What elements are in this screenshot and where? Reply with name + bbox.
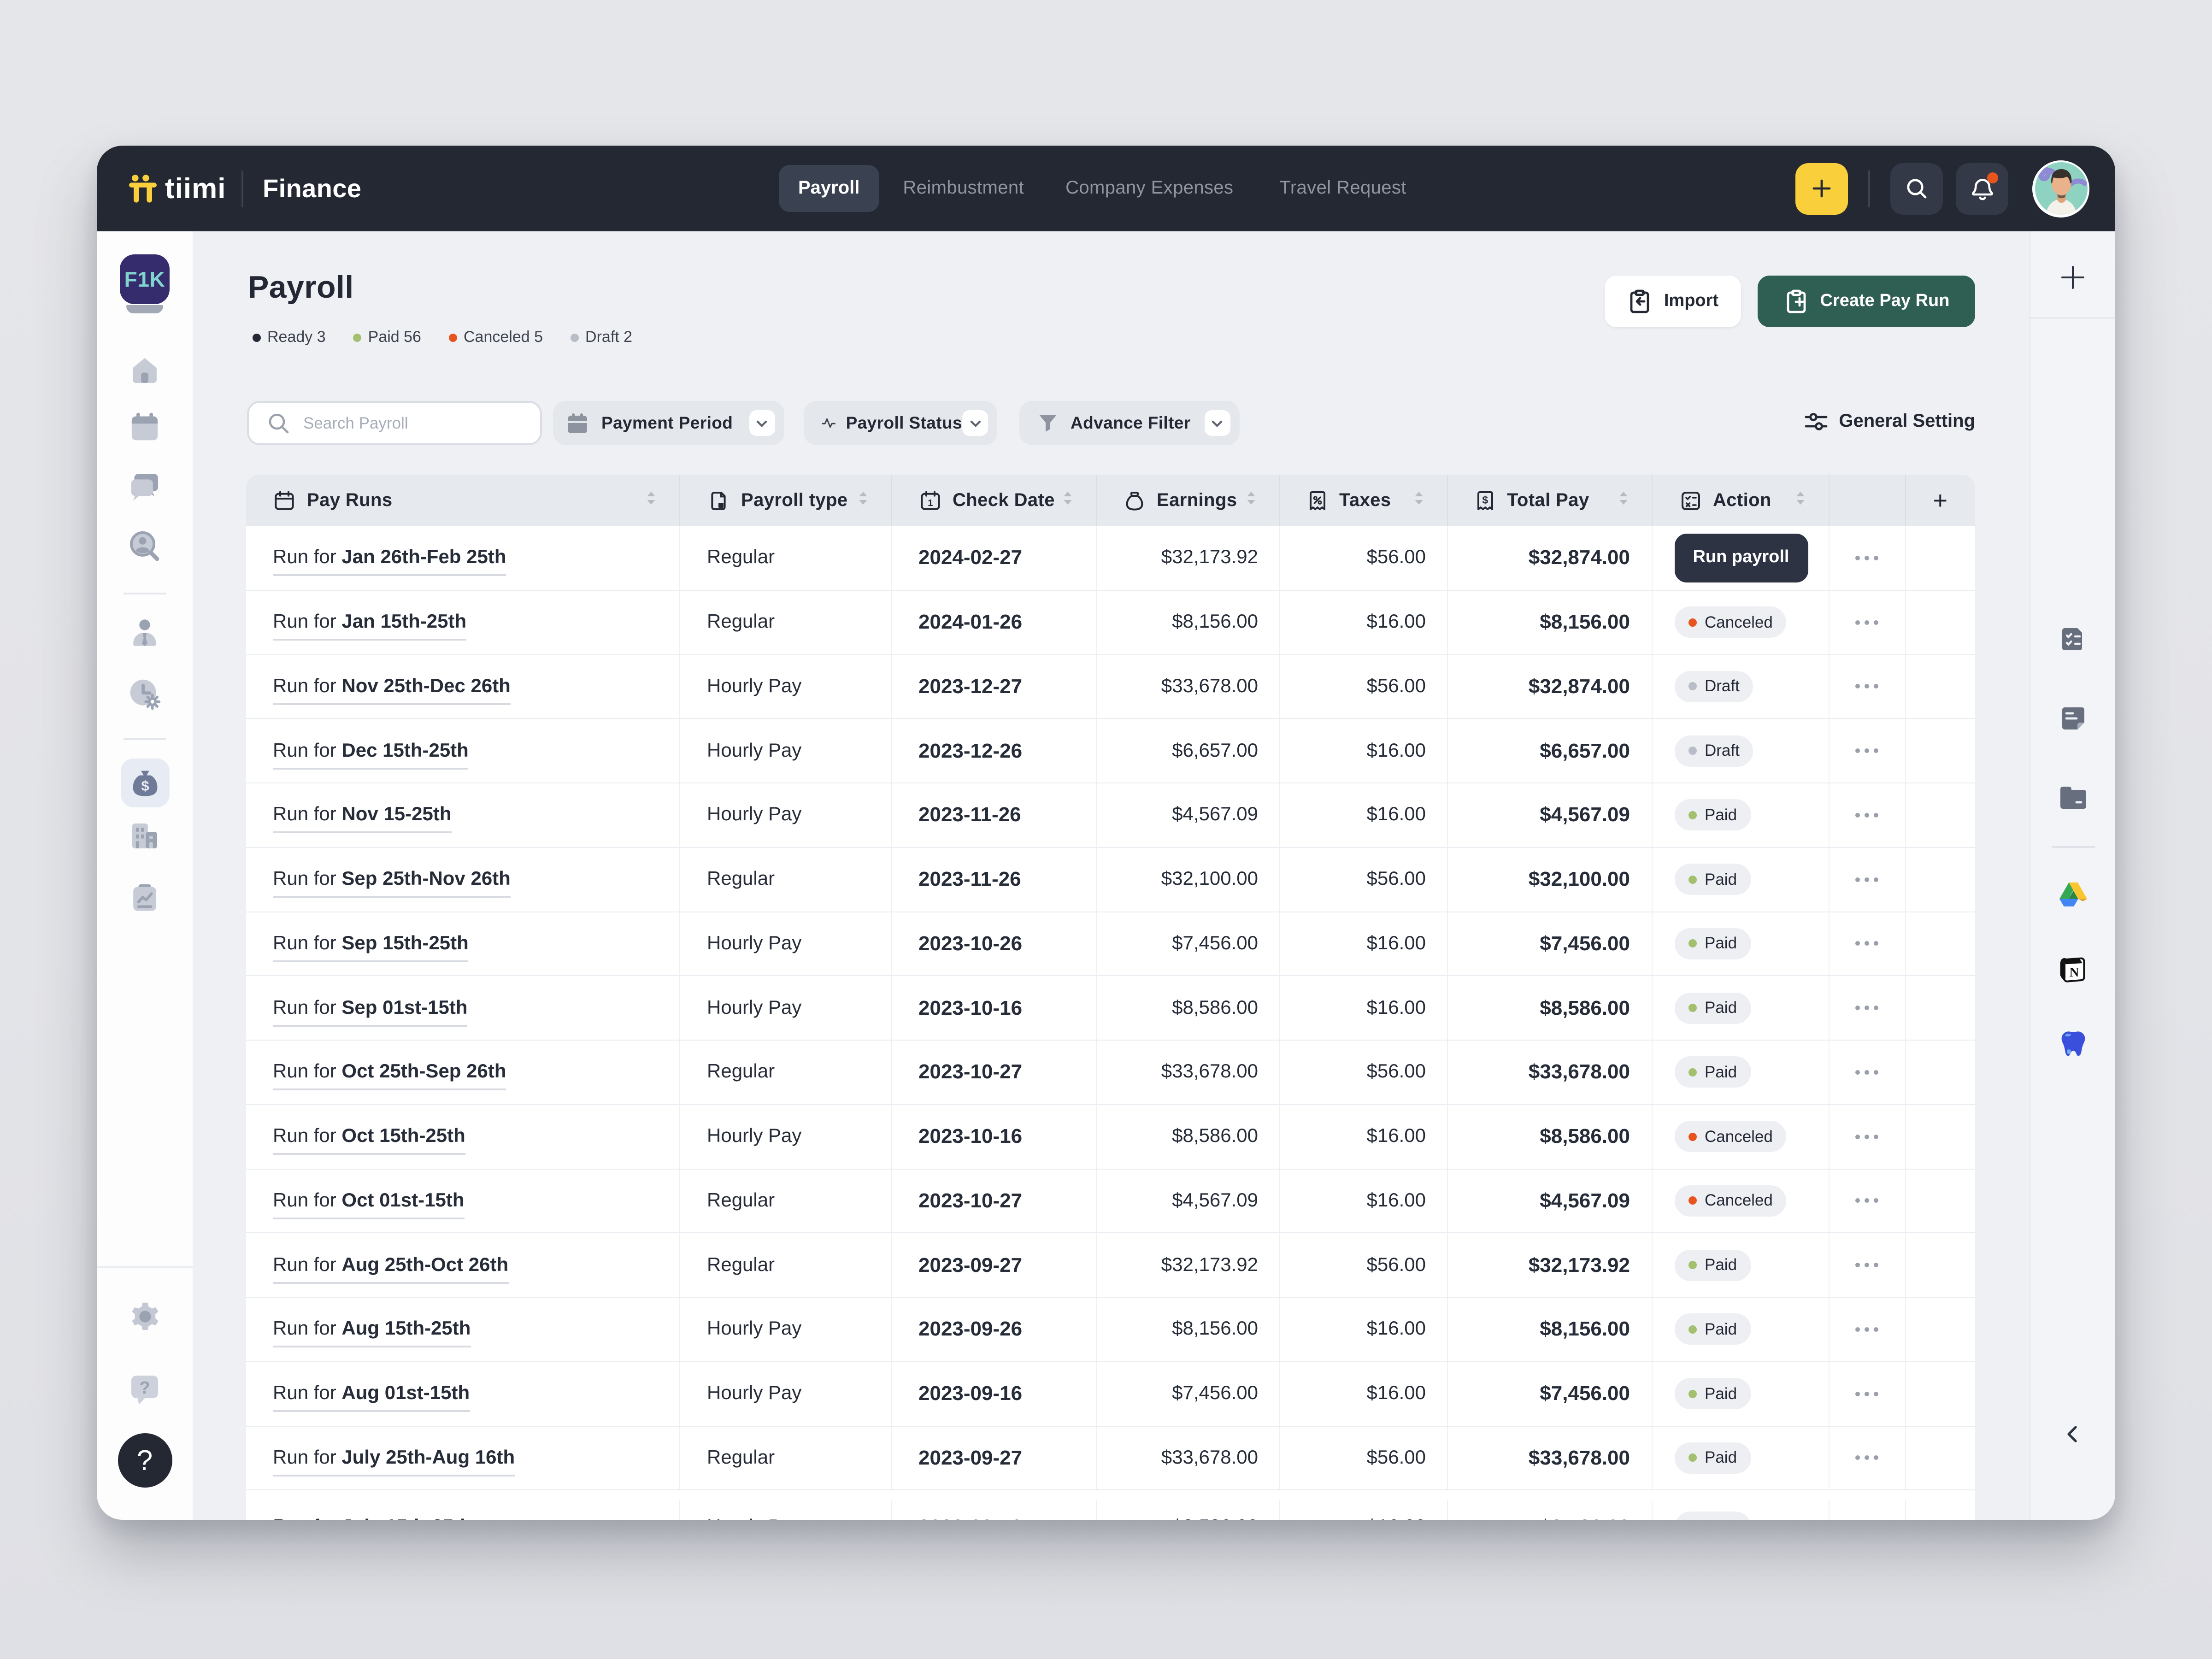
svg-text:N: N: [2070, 965, 2079, 980]
svg-text:$: $: [141, 778, 148, 794]
svg-text:$: $: [1482, 494, 1488, 506]
svg-text:1: 1: [927, 498, 933, 508]
svg-text:?: ?: [139, 1378, 150, 1398]
